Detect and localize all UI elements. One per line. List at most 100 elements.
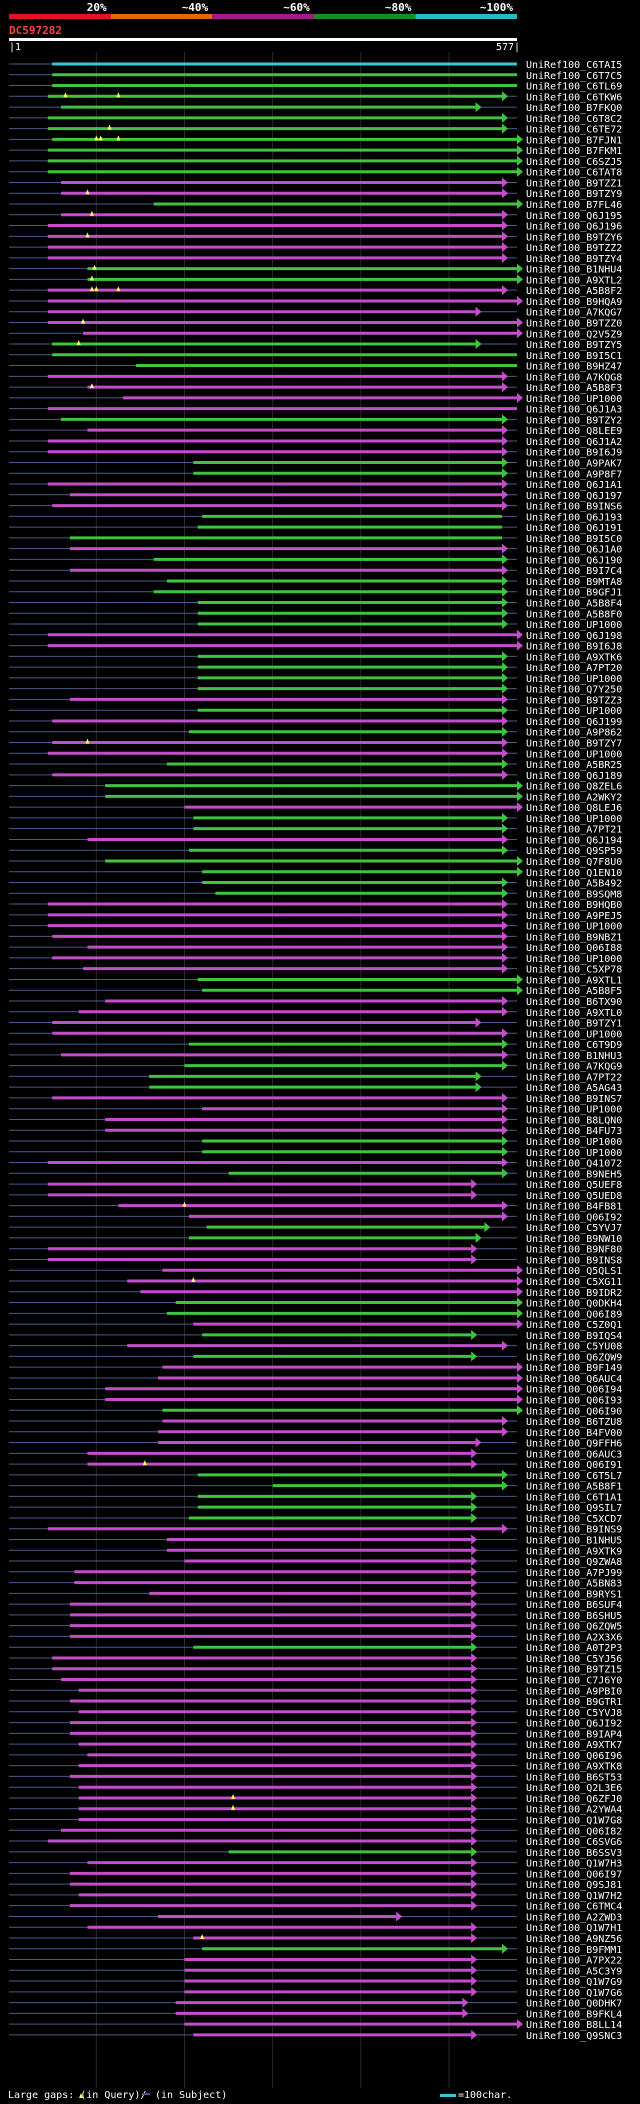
hit-row[interactable]: UniRef100_Q8LEE9 bbox=[9, 425, 622, 437]
hit-label[interactable]: UniRef100_B9RYS1 bbox=[526, 1589, 622, 1600]
hit-label[interactable]: UniRef100_Q6ZQW5 bbox=[526, 1622, 622, 1633]
hit-row[interactable]: UniRef100_Q06I96 bbox=[9, 1749, 622, 1762]
hit-row[interactable]: UniRef100_A2YWA4 bbox=[9, 1803, 622, 1816]
hit-label[interactable]: UniRef100_A9PBI0 bbox=[526, 1686, 622, 1697]
hit-row[interactable]: UniRef100_B9RYS1 bbox=[9, 1588, 622, 1600]
hit-row[interactable]: UniRef100_C5XP78 bbox=[9, 963, 622, 976]
hit-row[interactable]: UniRef100_B9TZY6 bbox=[9, 231, 622, 243]
hit-row[interactable]: UniRef100_B7FJN1 bbox=[9, 134, 622, 146]
hit-row[interactable]: UniRef100_A7PT21 bbox=[9, 823, 622, 836]
hit-row[interactable]: UniRef100_B9I6J8 bbox=[9, 640, 622, 653]
hit-row[interactable]: UniRef100_Q06I93 bbox=[9, 1394, 622, 1406]
hit-label[interactable]: UniRef100_Q9SIL7 bbox=[526, 1503, 622, 1514]
hit-row[interactable]: UniRef100_Q0DHK7 bbox=[9, 1997, 622, 2010]
hit-label[interactable]: UniRef100_Q06I97 bbox=[526, 1869, 622, 1880]
hit-row[interactable]: UniRef100_Q8LEJ6 bbox=[9, 802, 622, 814]
hit-label[interactable]: UniRef100_B9I7C4 bbox=[526, 566, 622, 577]
hit-label[interactable]: UniRef100_Q6J199 bbox=[526, 717, 622, 728]
hit-row[interactable]: UniRef100_Q06I91 bbox=[9, 1459, 622, 1471]
hit-row[interactable]: UniRef100_Q1EN10 bbox=[9, 866, 622, 879]
hit-row[interactable]: UniRef100_Q6J1A0 bbox=[9, 543, 622, 556]
hit-row[interactable]: UniRef100_Q41072 bbox=[9, 1157, 622, 1170]
hit-row[interactable]: UniRef100_A5B8F3 bbox=[9, 382, 622, 394]
hit-row[interactable]: UniRef100_C6SVG6 bbox=[9, 1836, 622, 1848]
hit-label[interactable]: UniRef100_B9SQM8 bbox=[526, 889, 622, 900]
hit-row[interactable]: UniRef100_B8LQN0 bbox=[9, 1114, 622, 1126]
hit-row[interactable]: UniRef100_B7FL46 bbox=[9, 199, 622, 211]
hit-label[interactable]: UniRef100_Q6J191 bbox=[526, 523, 622, 534]
hit-row[interactable]: UniRef100_Q9SP59 bbox=[9, 845, 622, 857]
hit-label[interactable]: UniRef100_Q8ZEL6 bbox=[526, 782, 622, 793]
hit-row[interactable]: UniRef100_Q1W7G9 bbox=[9, 1976, 622, 1988]
hit-label[interactable]: UniRef100_UP1000 bbox=[526, 954, 622, 965]
hit-label[interactable]: UniRef100_Q6ZQW9 bbox=[526, 1352, 622, 1363]
hit-row[interactable]: UniRef100_A5B8F2 bbox=[9, 285, 622, 297]
hit-label[interactable]: UniRef100_B9TZZ1 bbox=[526, 178, 622, 189]
hit-label[interactable]: UniRef100_Q6J196 bbox=[526, 222, 622, 233]
hit-label[interactable]: UniRef100_B4FV00 bbox=[526, 1428, 622, 1439]
hit-label[interactable]: UniRef100_Q5QLS1 bbox=[526, 1266, 622, 1277]
hit-label[interactable]: UniRef100_Q1W7G8 bbox=[526, 1816, 622, 1827]
hit-label[interactable]: UniRef100_A2X3X6 bbox=[526, 1632, 622, 1643]
hit-row[interactable]: UniRef100_B6SUF4 bbox=[9, 1599, 622, 1611]
hit-label[interactable]: UniRef100_Q1EN10 bbox=[526, 868, 622, 879]
hit-label[interactable]: UniRef100_Q6J198 bbox=[526, 631, 622, 642]
hit-label[interactable]: UniRef100_A7KQG8 bbox=[526, 372, 622, 383]
hit-label[interactable]: UniRef100_Q1W7H3 bbox=[526, 1859, 622, 1870]
hit-row[interactable]: UniRef100_A5BN83 bbox=[9, 1577, 622, 1590]
hit-label[interactable]: UniRef100_B9FMM1 bbox=[526, 1945, 622, 1956]
hit-row[interactable]: UniRef100_UP1000 bbox=[9, 1103, 622, 1116]
hit-label[interactable]: UniRef100_A2ZWD3 bbox=[526, 1912, 622, 1923]
hit-label[interactable]: UniRef100_C6TE72 bbox=[526, 125, 622, 136]
hit-label[interactable]: UniRef100_B8LL14 bbox=[526, 2020, 622, 2031]
hit-row[interactable]: UniRef100_A9XTL0 bbox=[9, 1006, 622, 1019]
hit-row[interactable]: UniRef100_A9PAK7 bbox=[9, 457, 622, 469]
hit-row[interactable]: UniRef100_A2WKY2 bbox=[9, 791, 622, 803]
hit-row[interactable]: UniRef100_Q6J194 bbox=[9, 834, 622, 846]
hit-label[interactable]: UniRef100_A5B492 bbox=[526, 879, 622, 890]
hit-label[interactable]: UniRef100_B9I6J9 bbox=[526, 448, 622, 459]
hit-label[interactable]: UniRef100_C6T8C2 bbox=[526, 114, 622, 125]
hit-label[interactable]: UniRef100_B6TZU8 bbox=[526, 1417, 622, 1428]
hit-row[interactable]: UniRef100_B9GFJ1 bbox=[9, 586, 622, 599]
hit-row[interactable]: UniRef100_Q1W7G8 bbox=[9, 1814, 622, 1827]
hit-label[interactable]: UniRef100_Q9FFH6 bbox=[526, 1439, 622, 1450]
hit-row[interactable]: UniRef100_B9TZY5 bbox=[9, 339, 622, 351]
hit-label[interactable]: UniRef100_B9IDR2 bbox=[526, 1288, 622, 1299]
hit-label[interactable]: UniRef100_B9F149 bbox=[526, 1363, 622, 1374]
hit-row[interactable]: UniRef100_B9MTA8 bbox=[9, 575, 622, 588]
hit-row[interactable]: UniRef100_A7PJ99 bbox=[9, 1566, 622, 1579]
hit-row[interactable]: UniRef100_Q6J195 bbox=[9, 209, 622, 222]
hit-row[interactable]: UniRef100_B9I6J9 bbox=[9, 446, 622, 459]
hit-label[interactable]: UniRef100_C6TMC4 bbox=[526, 1902, 622, 1913]
hit-row[interactable]: UniRef100_B9TZY2 bbox=[9, 414, 622, 426]
hit-label[interactable]: UniRef100_B9TZY2 bbox=[526, 415, 622, 426]
hit-label[interactable]: UniRef100_A7KQG7 bbox=[526, 308, 622, 319]
hit-label[interactable]: UniRef100_C6T1A1 bbox=[526, 1492, 622, 1503]
hit-row[interactable]: UniRef100_B9TZ15 bbox=[9, 1663, 622, 1676]
hit-row[interactable]: UniRef100_Q06I82 bbox=[9, 1825, 622, 1837]
hit-label[interactable]: UniRef100_C7J6Y0 bbox=[526, 1676, 622, 1687]
hit-row[interactable]: UniRef100_C6T8C2 bbox=[9, 112, 622, 125]
hit-label[interactable]: UniRef100_C5YVJ7 bbox=[526, 1223, 622, 1234]
hit-row[interactable]: UniRef100_A9XTK8 bbox=[9, 1760, 622, 1773]
hit-row[interactable]: UniRef100_C5YU08 bbox=[9, 1340, 622, 1353]
hit-row[interactable]: UniRef100_B9HZ47 bbox=[9, 362, 622, 373]
hit-label[interactable]: UniRef100_UP1000 bbox=[526, 749, 622, 760]
hit-label[interactable]: UniRef100_Q06I94 bbox=[526, 1385, 622, 1396]
hit-label[interactable]: UniRef100_Q9SJ81 bbox=[526, 1880, 622, 1891]
hit-label[interactable]: UniRef100_B9I5C1 bbox=[526, 351, 622, 362]
hit-row[interactable]: UniRef100_Q6AUC3 bbox=[9, 1448, 622, 1460]
hit-row[interactable]: UniRef100_A9XTK9 bbox=[9, 1545, 622, 1557]
hit-label[interactable]: UniRef100_B9INS8 bbox=[526, 1255, 622, 1266]
hit-row[interactable]: UniRef100_UP1000 bbox=[9, 392, 622, 405]
hit-row[interactable]: UniRef100_B9I7C4 bbox=[9, 565, 622, 577]
hit-row[interactable]: UniRef100_A2X3X6 bbox=[9, 1631, 622, 1643]
hit-label[interactable]: UniRef100_C6TAI5 bbox=[526, 60, 622, 71]
hit-row[interactable]: UniRef100_Q7Y250 bbox=[9, 683, 622, 696]
hit-row[interactable]: UniRef100_UP1000 bbox=[9, 1136, 622, 1148]
hit-label[interactable]: UniRef100_Q41072 bbox=[526, 1159, 622, 1170]
hit-row[interactable]: UniRef100_UP1000 bbox=[9, 920, 622, 933]
hit-label[interactable]: UniRef100_B1NHU5 bbox=[526, 1535, 622, 1546]
hit-row[interactable]: UniRef100_UP1000 bbox=[9, 1146, 622, 1159]
